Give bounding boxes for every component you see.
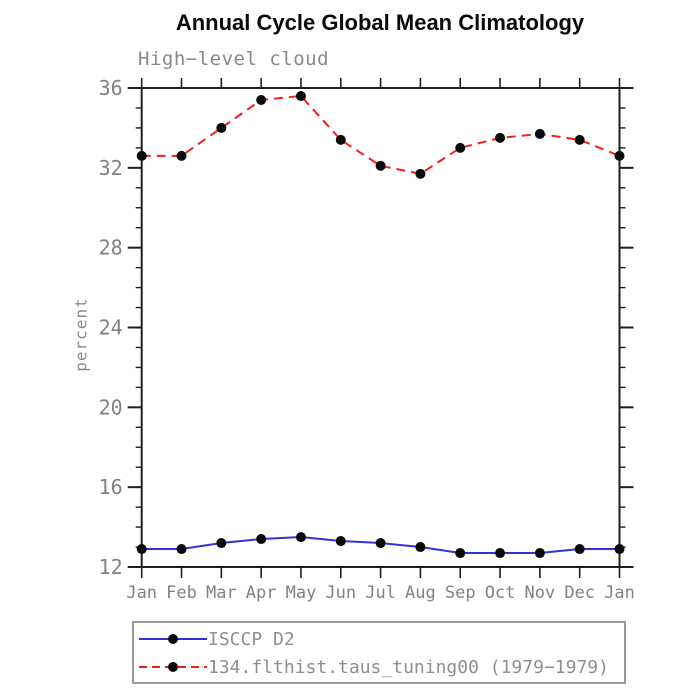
plot-frame [140, 87, 621, 568]
data-point-marker [375, 538, 386, 549]
data-point-marker [136, 544, 147, 555]
x-tick-label: Jul [365, 583, 396, 603]
y-tick-label: 36 [99, 76, 123, 100]
data-point-marker [216, 122, 227, 133]
legend-line-sample [139, 662, 207, 672]
data-point-marker [415, 542, 426, 553]
x-tick-label: Oct [485, 583, 516, 603]
x-tick-label: Dec [564, 583, 595, 603]
data-point-marker [455, 142, 466, 153]
y-tick-label: 28 [99, 236, 123, 260]
legend-label: 134.flthist.taus_tuning00 (1979−1979) [208, 656, 609, 678]
data-point-marker [614, 150, 625, 161]
chart-title: Annual Cycle Global Mean Climatology [175, 10, 585, 35]
data-point-marker [176, 150, 187, 161]
y-tick-label: 24 [99, 316, 123, 340]
legend-line-sample [139, 634, 207, 644]
data-point-marker [216, 538, 227, 549]
data-point-marker [136, 150, 147, 161]
data-point-marker [176, 544, 187, 555]
data-point-marker [375, 160, 386, 171]
data-point-marker [574, 544, 585, 555]
legend-label: ISCCP D2 [208, 628, 295, 650]
x-tick-label: May [286, 583, 317, 603]
data-point-marker [335, 134, 346, 145]
x-tick-label: Mar [206, 583, 237, 603]
legend-row: 134.flthist.taus_tuning00 (1979−1979) [138, 654, 609, 680]
x-tick-label: Feb [166, 583, 197, 603]
chart-subtitle: High−level cloud [138, 48, 330, 70]
x-tick-label: Nov [525, 583, 556, 603]
data-point-marker [534, 548, 545, 559]
y-tick-label: 32 [99, 156, 123, 180]
data-point-marker [495, 548, 506, 559]
x-tick-label: Apr [246, 583, 277, 603]
data-point-marker [455, 548, 466, 559]
data-point-marker [574, 134, 585, 145]
y-tick-label: 12 [99, 555, 123, 579]
chart-canvas: 12 16 20 24 28 32 36 Jan Feb Mar Apr May Jun Jul Aug Se… [99, 76, 635, 603]
data-point-marker [256, 534, 267, 545]
data-point-marker [295, 90, 306, 101]
x-tick-label: Jun [325, 583, 356, 603]
data-point-marker [256, 94, 267, 105]
data-point-marker [534, 128, 545, 139]
x-tick-label: Jan [604, 583, 635, 603]
data-point-marker [614, 544, 625, 555]
legend: ISCCP D2 134.flthist.taus_tuning00 (1979−… [132, 621, 626, 684]
data-point-marker [495, 132, 506, 143]
y-tick-label: 16 [99, 475, 123, 499]
x-tick-label: Jan [126, 583, 157, 603]
data-point-marker [415, 168, 426, 179]
y-tick-label: 20 [99, 395, 123, 419]
x-tick-label: Sep [445, 583, 476, 603]
data-point-marker [295, 532, 306, 543]
legend-row: ISCCP D2 [138, 626, 295, 652]
data-point-marker [335, 536, 346, 547]
x-tick-label: Aug [405, 583, 436, 603]
